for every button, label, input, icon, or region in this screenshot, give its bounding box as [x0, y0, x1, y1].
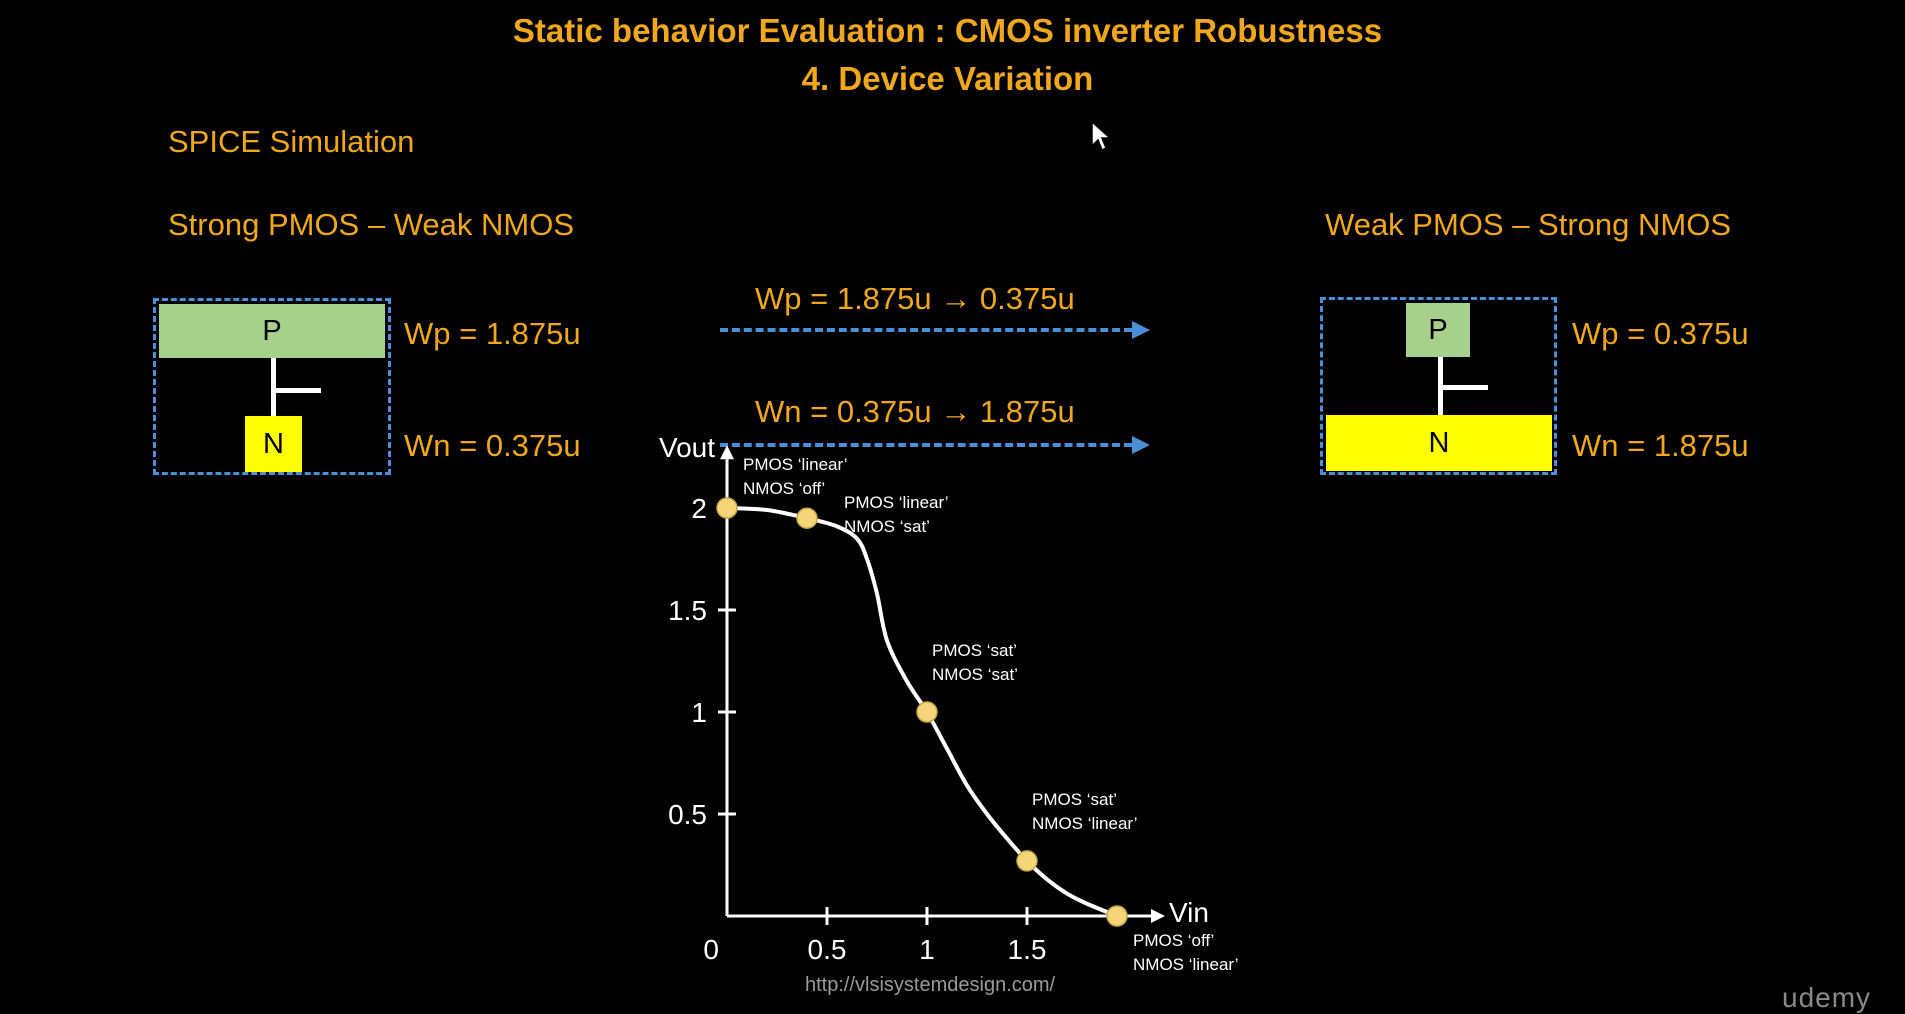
region-annotation-line1: PMOS ‘sat’ [1032, 790, 1117, 809]
operating-point-marker [1016, 850, 1038, 872]
wp-arrow-head-icon [1132, 321, 1150, 339]
x-axis-arrow-icon [1151, 909, 1165, 923]
x-tick-label: 0 [703, 934, 719, 965]
y-tick-label: 1.5 [668, 595, 707, 626]
x-tick-label: 1 [919, 934, 935, 965]
wn-arrow-line [720, 443, 1132, 447]
right-pmos-block: P [1406, 303, 1470, 357]
udemy-logo: udemy [1782, 982, 1872, 1013]
left-wn-label: Wn = 0.375u [404, 428, 581, 463]
wp-change-label: Wp = 1.875u → 0.375u [755, 281, 1075, 316]
right-wp-label: Wp = 0.375u [1572, 316, 1749, 351]
left-nmos-block: N [245, 416, 302, 472]
y-tick-label: 1 [691, 697, 707, 728]
left-wp-label: Wp = 1.875u [404, 316, 581, 351]
region-annotation-line2: NMOS ‘linear’ [1032, 814, 1138, 833]
right-nmos-block: N [1326, 415, 1552, 471]
mouse-cursor-icon [1091, 120, 1112, 152]
source-url[interactable]: http://vlsisystemdesign.com/ [805, 974, 1056, 996]
wp-arrow-line [720, 328, 1132, 332]
slide-title: Static behavior Evaluation : CMOS invert… [512, 12, 1383, 49]
slide-subtitle: 4. Device Variation [801, 60, 1094, 97]
region-annotation-line2: NMOS ‘linear’ [1133, 955, 1239, 974]
right-inverter-diagram: P N [1320, 297, 1557, 475]
right-drain-line [1438, 357, 1443, 415]
wn-change-label: Wn = 0.375u → 1.875u [755, 394, 1075, 429]
region-annotation-line2: NMOS ‘off’ [743, 479, 825, 498]
x-tick-label: 0.5 [808, 934, 847, 965]
left-output-line [276, 388, 321, 393]
right-wn-label: Wn = 1.875u [1572, 428, 1749, 463]
right-case-title: Weak PMOS – Strong NMOS [1325, 207, 1731, 242]
operating-point-marker [916, 701, 938, 723]
region-annotation-line2: NMOS ‘sat’ [932, 665, 1018, 684]
region-annotation-line1: PMOS ‘sat’ [932, 641, 1017, 660]
right-output-line [1443, 385, 1488, 390]
left-drain-line [271, 358, 276, 416]
wn-arrow-head-icon [1132, 436, 1150, 454]
region-annotation-line2: NMOS ‘sat’ [844, 517, 930, 536]
y-tick-label: 2 [691, 493, 707, 524]
left-pmos-block: P [159, 304, 385, 358]
region-annotation-line1: PMOS ‘linear’ [844, 493, 949, 512]
y-axis-arrow-icon [720, 445, 734, 460]
operating-point-marker [716, 497, 738, 519]
operating-point-marker [1106, 905, 1128, 927]
left-case-title: Strong PMOS – Weak NMOS [168, 207, 574, 242]
y-axis-label: Vout [659, 432, 715, 463]
x-tick-label: 1.5 [1008, 934, 1047, 965]
left-inverter-diagram: P N [153, 298, 391, 475]
x-axis-label: Vin [1169, 897, 1209, 928]
section-label: SPICE Simulation [168, 124, 415, 159]
region-annotation-line1: PMOS ‘off’ [1133, 931, 1214, 950]
region-annotation-line1: PMOS ‘linear’ [743, 455, 848, 474]
operating-point-marker [796, 507, 818, 529]
y-tick-label: 0.5 [668, 799, 707, 830]
